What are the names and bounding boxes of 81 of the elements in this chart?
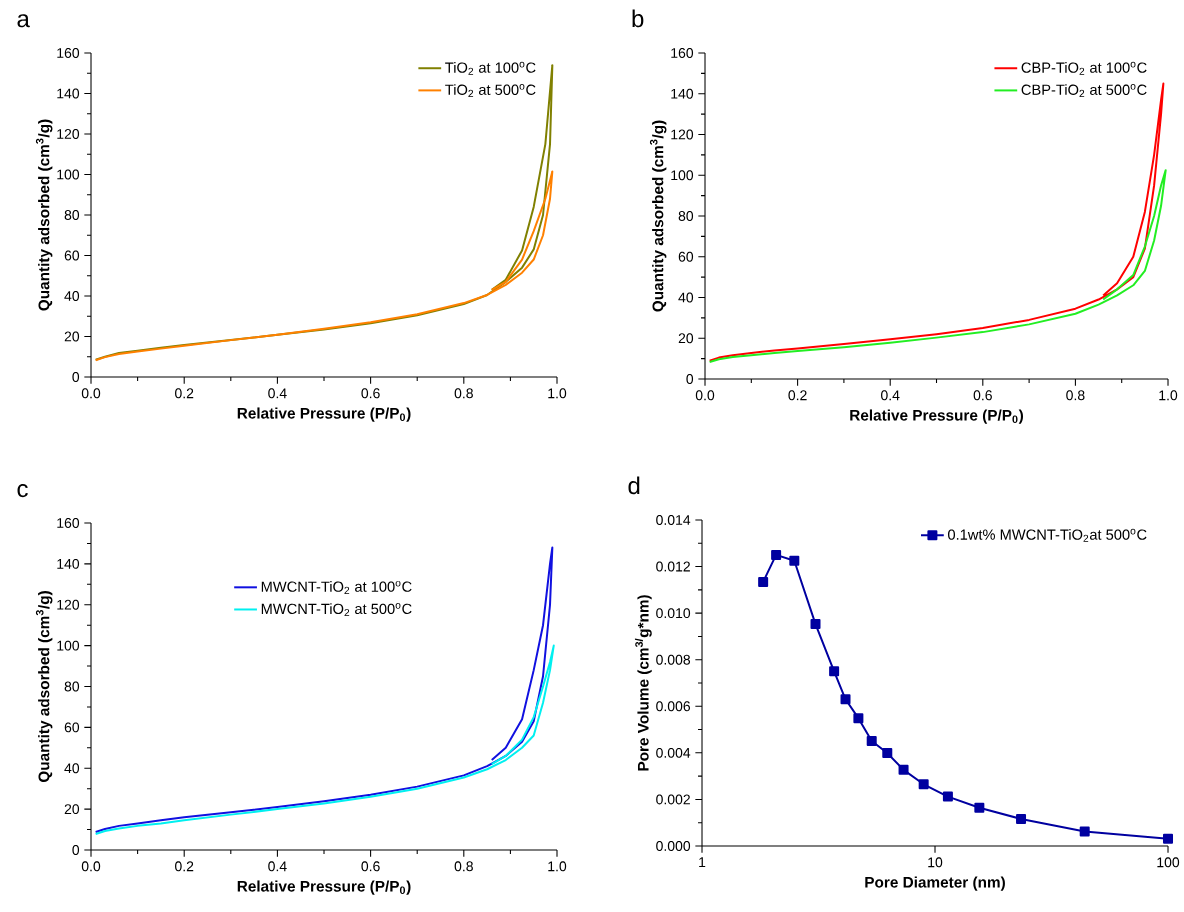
legend-label: MWCNT-TiO$_{2}$ at 100$^{o}$C (261, 580, 412, 594)
x-tick-label: 0.0 (81, 388, 101, 399)
y-tick-label: 60 (64, 250, 80, 261)
y-tick-label: 140 (57, 88, 80, 99)
y-tick-label: 0.006 (656, 701, 691, 712)
x-tick-label: 1.0 (548, 388, 567, 399)
x-tick-label: 0.6 (973, 390, 992, 401)
legend-label: CBP-TiO$_{2}$ at 500$^{o}$C (1021, 84, 1147, 98)
x-tick-label: 0.4 (268, 861, 287, 872)
y-tick-label: 80 (678, 211, 694, 221)
y-tick-label: 100 (671, 170, 694, 181)
y-tick-label: 160 (57, 518, 80, 528)
y-tick-label: 20 (678, 333, 694, 344)
x-tick-label: 0.0 (695, 390, 715, 401)
x-tick-label: 0.6 (361, 861, 380, 872)
y-tick-label: 0 (686, 374, 694, 384)
legend-label: TiO$_{2}$ at 100$^{o}$C (445, 61, 536, 75)
x-tick-label: 0.8 (454, 861, 473, 872)
y-tick-label: 100 (57, 169, 80, 180)
x-tick-label: 0.2 (175, 388, 194, 399)
y-tick-label: 120 (57, 599, 80, 610)
y-tick-label: 160 (57, 48, 80, 58)
y-tick-label: 0.008 (656, 654, 691, 665)
chart-title: c (17, 484, 28, 498)
x-tick-label: 10 (928, 857, 943, 868)
line-series (94, 546, 554, 833)
chart-title: d (628, 476, 640, 495)
line-series (94, 64, 554, 361)
y-tick-label: 20 (64, 331, 80, 342)
line-series (708, 82, 1165, 362)
line-series (94, 170, 554, 362)
x-axis-title: Pore Diameter (nm) (865, 876, 1005, 891)
y-tick-label: 80 (64, 210, 80, 220)
y-axis-title: Quantity adsorbed (cm$^{3}$/g) (35, 591, 53, 783)
y-tick-label: 0 (72, 372, 80, 382)
x-tick-label: 0.0 (81, 861, 101, 872)
x-tick-label: 0.8 (454, 388, 473, 399)
y-tick-label: 40 (678, 292, 694, 303)
x-axis-title: Relative Pressure (P/P$_{0}$) (237, 880, 411, 895)
x-tick-label: 0.2 (788, 390, 807, 401)
x-axis-title: Relative Pressure (P/P$_{0}$) (237, 407, 411, 422)
y-tick-label: 0.004 (656, 747, 691, 758)
line-series (708, 169, 1167, 364)
y-axis-title: Pore Volume (cm$^{3/}$g*nm) (634, 595, 652, 771)
y-tick-label: 120 (671, 129, 694, 140)
y-tick-label: 80 (64, 681, 80, 692)
chart-title: a (17, 14, 30, 28)
x-tick-label: 0.2 (175, 861, 194, 872)
y-tick-label: 100 (57, 640, 80, 651)
y-tick-label: 40 (64, 763, 80, 774)
y-tick-label: 0.014 (656, 515, 691, 525)
y-tick-label: 120 (57, 129, 80, 139)
line-series (94, 644, 555, 836)
x-tick-label: 0.4 (881, 390, 900, 401)
legend-label: CBP-TiO$_{2}$ at 100$^{o}$C (1021, 61, 1147, 75)
chart-title: b (632, 9, 644, 28)
y-tick-label: 0.012 (656, 561, 690, 572)
y-tick-label: 140 (671, 88, 694, 99)
y-tick-label: 60 (64, 722, 80, 733)
legend-label: 0.1wt% MWCNT-TiO$_{2}$at 500$^{o}$C (948, 528, 1147, 542)
x-axis-title: Relative Pressure (P/P$_{0}$) (850, 409, 1024, 424)
y-tick-label: 40 (64, 291, 80, 301)
x-tick-label: 0.6 (361, 388, 380, 399)
y-axis-title: Quantity adsorbed (cm$^{3}$/g) (35, 119, 53, 311)
y-tick-label: 140 (57, 558, 80, 569)
y-tick-label: 60 (678, 251, 694, 262)
x-tick-label: 1.0 (548, 861, 567, 872)
x-tick-label: 1 (699, 857, 706, 867)
y-tick-label: 0 (72, 845, 80, 855)
y-tick-label: 20 (64, 804, 80, 815)
x-tick-label: 100 (1157, 857, 1180, 868)
legend-label: TiO$_{2}$ at 500$^{o}$C (445, 83, 536, 97)
y-tick-label: 160 (671, 48, 694, 58)
y-axis-title: Quantity adsorbed (cm$^{3}$/g) (649, 120, 667, 312)
y-tick-label: 0.010 (656, 608, 691, 619)
y-tick-label: 0.000 (656, 841, 691, 851)
x-tick-label: 0.4 (268, 388, 287, 399)
y-tick-label: 0.002 (656, 794, 690, 805)
legend-label: MWCNT-TiO$_{2}$ at 500$^{o}$C (261, 603, 412, 617)
x-tick-label: 0.8 (1066, 390, 1085, 401)
x-tick-label: 1.0 (1159, 390, 1178, 401)
